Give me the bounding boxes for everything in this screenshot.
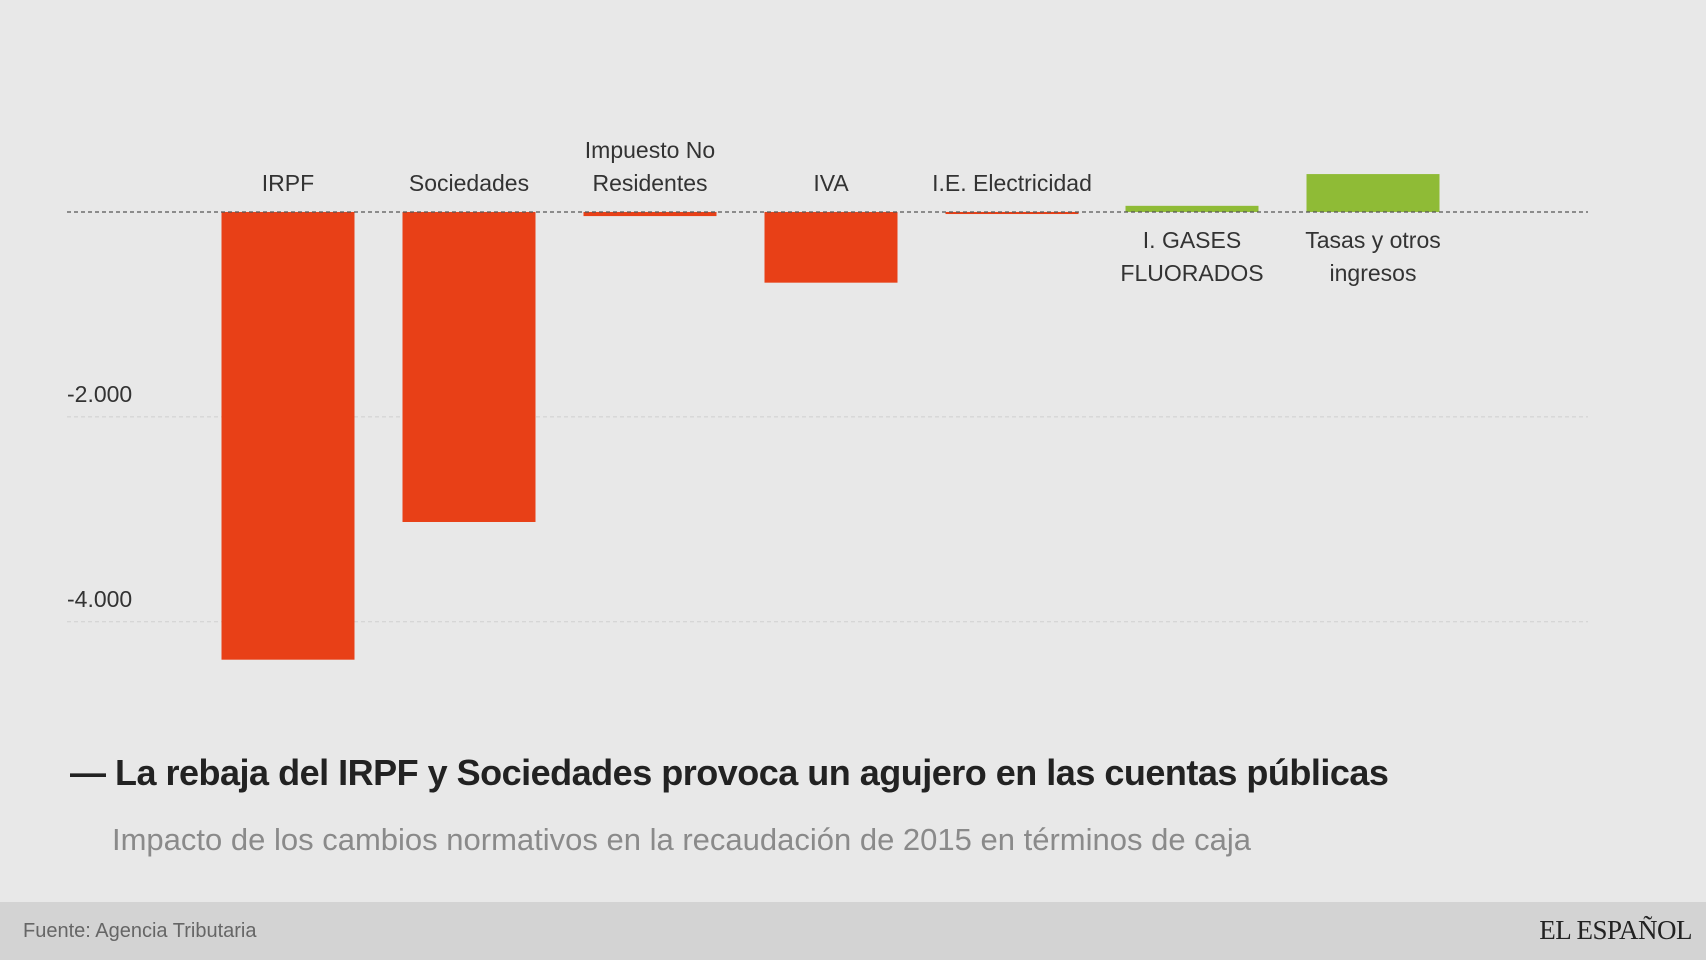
x-tick-label: Sociedades [408,169,530,196]
x-tick-label: IVA [813,169,849,196]
source: Fuente: Agencia Tributaria [23,920,257,942]
bar [1125,205,1259,212]
brand-logo: EL ESPAÑOL [1539,915,1692,945]
footer: Fuente: Agencia Tributaria EL ESPAÑOL [0,902,1706,960]
bar [945,211,1079,215]
bar [1306,174,1440,212]
bar [764,211,898,283]
x-tick-label: IRPF [261,169,315,196]
y-tick-label: -4.000 [67,585,133,612]
bar [583,211,717,217]
x-tick-label: Impuesto No Residentes [584,136,716,196]
chart-subtitle: Impacto de los cambios normativos en la … [112,822,1252,857]
x-tick-label: Tasas y otros ingresos [1305,226,1441,286]
x-tick-label: I.E. Electricidad [932,169,1092,196]
x-tick-label: I. GASES FLUORADOS [1120,226,1264,286]
y-tick-label: -2.000 [67,380,133,407]
chart-title: — La rebaja del IRPF y Sociedades provoc… [70,752,1389,793]
bar [221,211,355,660]
bar [402,211,536,522]
